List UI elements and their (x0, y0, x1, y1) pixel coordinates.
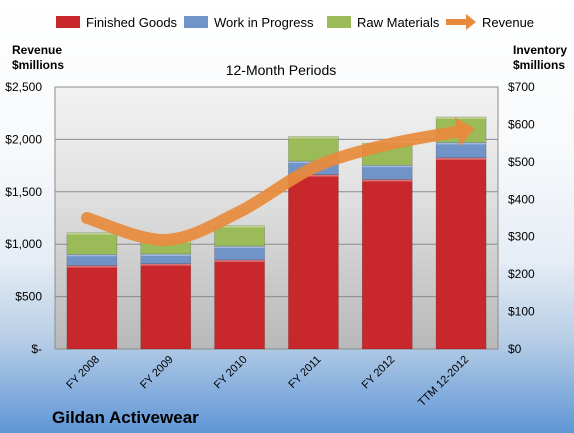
bar-highlight (214, 225, 265, 228)
legend-swatch-revenue (446, 14, 476, 30)
bar-highlight (140, 253, 191, 256)
bar-highlight (288, 136, 339, 139)
legend: Finished Goods Work in Progress Raw Mate… (56, 14, 534, 30)
x-tick-label: FY 2012 (360, 354, 398, 392)
right-tick-label: $400 (508, 192, 535, 206)
revenue-point (86, 217, 88, 219)
legend-swatch-work-in-progress (184, 16, 208, 28)
left-axis: $- $500 $1,000 $1,500 $2,000 $2,500 (5, 80, 42, 356)
bar-raw-materials (214, 225, 265, 247)
bar-highlight (436, 116, 487, 119)
legend-label-work-in-progress: Work in Progress (214, 15, 314, 30)
bar-highlight (288, 174, 339, 177)
bar-highlight (436, 157, 487, 160)
revenue-line (80, 125, 468, 247)
bar-raw-materials (66, 232, 118, 255)
bar-finished-goods (361, 179, 413, 350)
bar-finished-goods (66, 265, 118, 350)
revenue-point (312, 167, 314, 169)
bar-finished-goods (435, 157, 487, 350)
x-tick-label: FY 2010 (212, 354, 250, 392)
bar-work-in-progress (361, 164, 413, 180)
bar-highlight (66, 254, 117, 257)
right-tick-label: $700 (508, 80, 535, 94)
right-tick-label: $200 (508, 267, 535, 281)
legend-swatch-finished-goods (56, 16, 80, 28)
right-tick-label: $600 (508, 117, 535, 131)
right-tick-label: $100 (508, 305, 535, 319)
bar-finished-goods (288, 174, 339, 350)
bar-highlight (214, 259, 265, 262)
x-tick-label: FY 2011 (286, 354, 323, 391)
left-tick-label: $500 (15, 290, 42, 304)
plot-area (54, 86, 499, 350)
revenue-arrow-head (454, 116, 475, 147)
x-tick-label: TTM 12-2012 (416, 354, 471, 409)
legend-label-finished-goods: Finished Goods (86, 15, 178, 30)
bar-highlight (140, 263, 191, 266)
x-axis-labels: FY 2008 FY 2009 FY 2010 FY 2011 FY 2012 TTM 1… (64, 354, 471, 409)
legend-label-revenue: Revenue (482, 15, 534, 30)
left-axis-title-line1: Revenue (12, 43, 62, 57)
bar-finished-goods (140, 263, 192, 350)
x-tick-label: FY 2009 (138, 354, 176, 392)
bars (66, 116, 487, 350)
revenue-point (165, 239, 167, 241)
legend-label-raw-materials: Raw Materials (357, 15, 440, 30)
bar-highlight (66, 265, 117, 268)
revenue-point (386, 144, 388, 146)
x-tick-label: FY 2008 (64, 354, 102, 392)
left-tick-label: $2,000 (5, 132, 42, 146)
right-axis: $0 $100 $200 $300 $400 $500 $600 $700 (508, 80, 535, 356)
bar-highlight (362, 179, 413, 182)
chart-title: 12-Month Periods (226, 62, 337, 78)
bar-highlight (362, 165, 413, 168)
right-tick-label: $500 (508, 155, 535, 169)
bar-work-in-progress (214, 245, 265, 261)
right-axis-title-line2: $millions (513, 58, 565, 72)
revenue-point (460, 130, 462, 132)
bar-finished-goods (214, 259, 265, 350)
bar-highlight (214, 246, 265, 249)
left-tick-label: $- (31, 342, 42, 356)
left-tick-label: $1,500 (5, 185, 42, 199)
left-tick-label: $2,500 (5, 80, 42, 94)
right-tick-label: $300 (508, 230, 535, 244)
revenue-point (239, 211, 241, 213)
left-axis-title-line2: $millions (12, 58, 64, 72)
right-axis-title-line1: Inventory (513, 43, 567, 57)
left-tick-label: $1,000 (5, 237, 42, 251)
bar-highlight (66, 232, 117, 235)
right-tick-label: $0 (508, 342, 522, 356)
legend-swatch-raw-materials (327, 16, 351, 28)
company-name: Gildan Activewear (52, 408, 199, 427)
revenue-line-group (80, 116, 475, 247)
